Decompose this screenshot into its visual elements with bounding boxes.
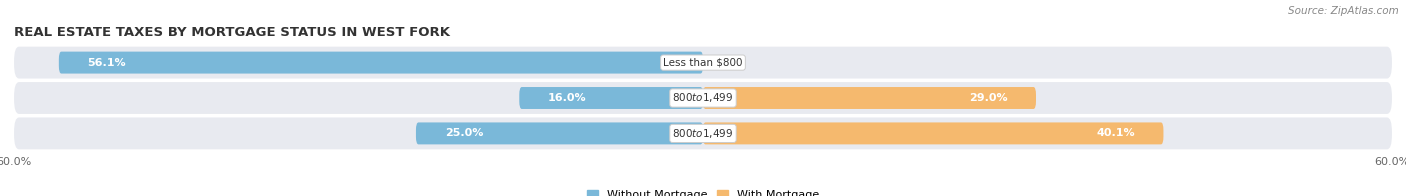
- Text: 29.0%: 29.0%: [969, 93, 1007, 103]
- Text: 16.0%: 16.0%: [548, 93, 586, 103]
- FancyBboxPatch shape: [416, 122, 703, 144]
- Text: $800 to $1,499: $800 to $1,499: [672, 127, 734, 140]
- FancyBboxPatch shape: [14, 117, 1392, 149]
- Text: 25.0%: 25.0%: [444, 128, 484, 138]
- FancyBboxPatch shape: [703, 122, 1163, 144]
- Legend: Without Mortgage, With Mortgage: Without Mortgage, With Mortgage: [582, 185, 824, 196]
- Text: Source: ZipAtlas.com: Source: ZipAtlas.com: [1288, 6, 1399, 16]
- Text: 56.1%: 56.1%: [87, 58, 127, 68]
- Text: 0.0%: 0.0%: [714, 58, 742, 68]
- FancyBboxPatch shape: [14, 47, 1392, 79]
- Text: $800 to $1,499: $800 to $1,499: [672, 92, 734, 104]
- Text: Less than $800: Less than $800: [664, 58, 742, 68]
- FancyBboxPatch shape: [14, 82, 1392, 114]
- Text: REAL ESTATE TAXES BY MORTGAGE STATUS IN WEST FORK: REAL ESTATE TAXES BY MORTGAGE STATUS IN …: [14, 26, 450, 39]
- Text: 40.1%: 40.1%: [1097, 128, 1135, 138]
- FancyBboxPatch shape: [703, 87, 1036, 109]
- FancyBboxPatch shape: [519, 87, 703, 109]
- FancyBboxPatch shape: [59, 52, 703, 74]
